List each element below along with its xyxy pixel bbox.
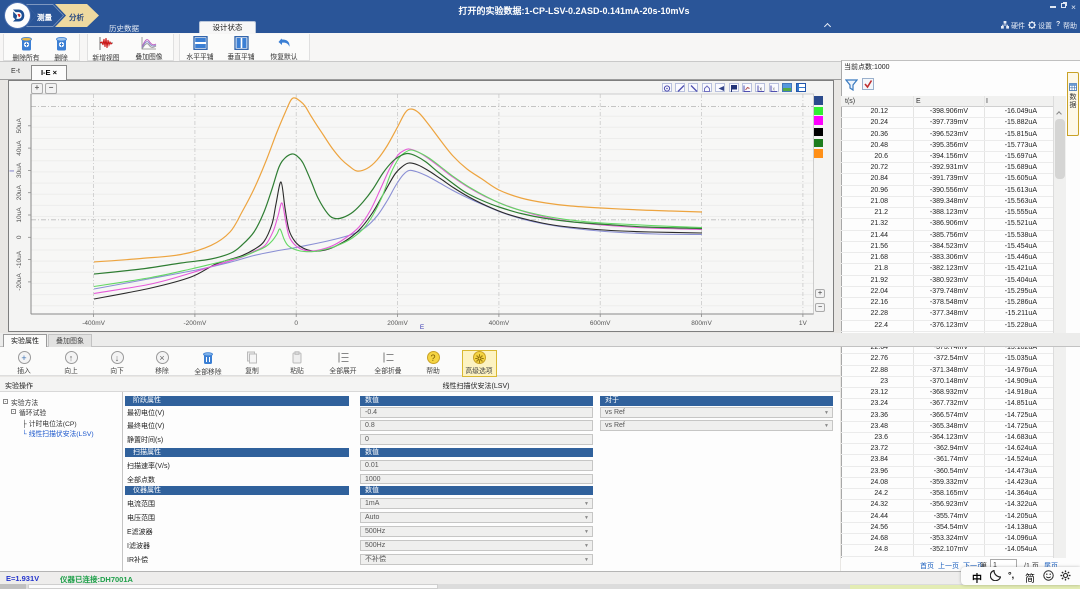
svg-text:-10uA: -10uA [16,250,23,268]
svg-text:-20uA: -20uA [16,273,23,291]
svg-text:400mV: 400mV [489,320,510,327]
svg-text:-200mV: -200mV [184,320,207,327]
svg-text:40uA: 40uA [16,140,23,156]
svg-text:600mV: 600mV [590,320,611,327]
svg-text:E: E [420,324,425,331]
svg-text:0: 0 [16,235,23,239]
svg-text:10uA: 10uA [16,207,23,223]
svg-text:I: I [9,170,16,172]
svg-text:50uA: 50uA [16,118,23,134]
svg-text:30uA: 30uA [16,162,23,178]
svg-text:-400mV: -400mV [82,320,105,327]
svg-text:x: x [773,86,776,92]
svg-text:1V: 1V [799,320,808,327]
svg-text:800mV: 800mV [691,320,712,327]
svg-text:0: 0 [294,320,298,327]
svg-text:x: x [759,86,762,92]
svg-text:20uA: 20uA [16,184,23,200]
svg-text:200mV: 200mV [387,320,408,327]
